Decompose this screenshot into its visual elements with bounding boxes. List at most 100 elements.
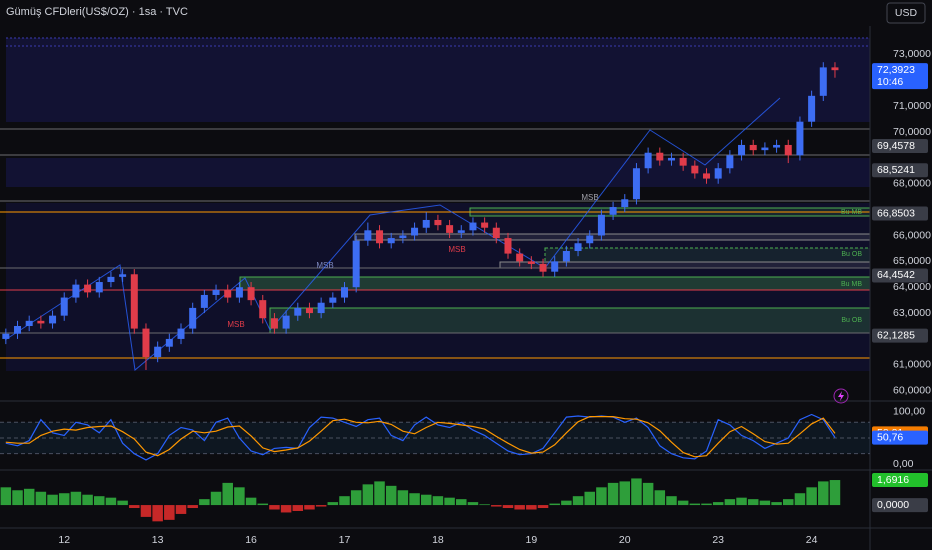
alert-icon[interactable] [833, 388, 849, 404]
histogram-bar [491, 505, 502, 507]
candle-body [481, 222, 489, 228]
candle-body [165, 338, 173, 347]
y-tick-label: 100,00 [893, 406, 925, 418]
price-tag [872, 498, 928, 513]
candle-body [84, 284, 92, 293]
histogram-bar [677, 500, 689, 506]
countdown: 10:46 [877, 76, 903, 88]
price-tag-label: 62,1285 [877, 329, 915, 341]
histogram-bar [420, 494, 432, 506]
histogram-bar [117, 500, 128, 506]
histogram-bar [374, 481, 385, 506]
y-tick-label: 61,0000 [893, 359, 931, 371]
price-tag-label: 69,4578 [877, 140, 915, 152]
candle-body [796, 121, 804, 156]
bull-zone [239, 276, 871, 291]
candle-body [329, 297, 337, 303]
histogram-bar [140, 505, 152, 517]
candle-body [259, 300, 267, 319]
histogram-bar [549, 503, 560, 506]
histogram-bar [210, 491, 222, 506]
histogram-bar [736, 497, 747, 506]
candle-body [154, 346, 162, 358]
histogram-bar [783, 499, 794, 506]
x-tick-label: 19 [525, 534, 537, 546]
candle-body [72, 284, 80, 298]
price-tag-label: 1,6916 [877, 474, 909, 486]
candle-body [282, 315, 290, 329]
candle-body [2, 333, 10, 339]
histogram-bar [596, 487, 607, 506]
histogram-bar [584, 491, 595, 506]
candle-body [434, 219, 442, 226]
price-tag [872, 163, 928, 178]
histogram-bar [467, 502, 479, 506]
histogram-bar [794, 493, 806, 506]
candle-body [119, 274, 127, 277]
currency: USD [895, 7, 918, 19]
candle-body [703, 173, 711, 179]
y-tick-label: 70,0000 [893, 126, 931, 138]
candle-body [679, 157, 687, 166]
histogram-bar [572, 496, 584, 506]
candle-body [656, 152, 664, 161]
annotation: MSB [581, 193, 598, 202]
histogram-bar [689, 503, 701, 506]
price-tag [872, 139, 928, 154]
histogram-bar [619, 481, 631, 506]
histogram-bar [350, 490, 362, 506]
histogram-bar [35, 491, 47, 506]
candle-body [49, 315, 57, 324]
candle-body [411, 227, 419, 236]
candle-body [446, 225, 454, 233]
histogram-bar [537, 505, 549, 509]
price-tag-label: 64,4542 [877, 269, 915, 281]
candle-body [422, 219, 430, 228]
y-tick-label: 68,0000 [893, 178, 931, 190]
histogram-bar [129, 505, 140, 509]
candle-body [200, 294, 208, 308]
histogram-bar [234, 487, 245, 506]
candle-body [516, 253, 524, 262]
histogram-bar [152, 505, 163, 522]
histogram-bar [526, 505, 537, 510]
candle-body [14, 326, 22, 334]
y-tick-label: 66,0000 [893, 229, 931, 241]
candle-body [597, 214, 605, 236]
alert-icon-bolt [838, 391, 844, 401]
zone [6, 158, 870, 187]
annotation: Bu OB [841, 317, 862, 324]
candle-body [95, 282, 103, 293]
candle-body [784, 144, 792, 156]
histogram-bar [771, 502, 782, 506]
candle-body [667, 157, 675, 161]
histogram-bar [712, 502, 724, 506]
histogram-bar [105, 497, 117, 506]
currency-button[interactable] [886, 2, 926, 24]
candle-body [808, 95, 816, 122]
candle-body [376, 230, 384, 244]
candle-body [189, 307, 197, 329]
candle-body [819, 67, 827, 96]
x-tick-label: 23 [712, 534, 724, 546]
bull-zone [269, 307, 871, 334]
histogram-bar [304, 505, 315, 510]
histogram-bar [561, 500, 572, 506]
candle-body [632, 168, 640, 200]
histogram-bar [175, 505, 187, 514]
histogram-bar [23, 488, 35, 506]
histogram-bar [409, 493, 420, 506]
candle-body [738, 144, 746, 156]
histogram-bar [479, 504, 490, 506]
candle-body [527, 261, 535, 264]
histogram-bar [724, 499, 736, 506]
histogram-bar [327, 502, 339, 506]
candle-body [551, 261, 559, 272]
y-tick-label: 0,00 [893, 458, 914, 470]
x-tick-label: 20 [619, 534, 631, 546]
y-tick-label: 64,0000 [893, 281, 931, 293]
price-tag [872, 63, 928, 90]
candle-body [469, 222, 477, 231]
